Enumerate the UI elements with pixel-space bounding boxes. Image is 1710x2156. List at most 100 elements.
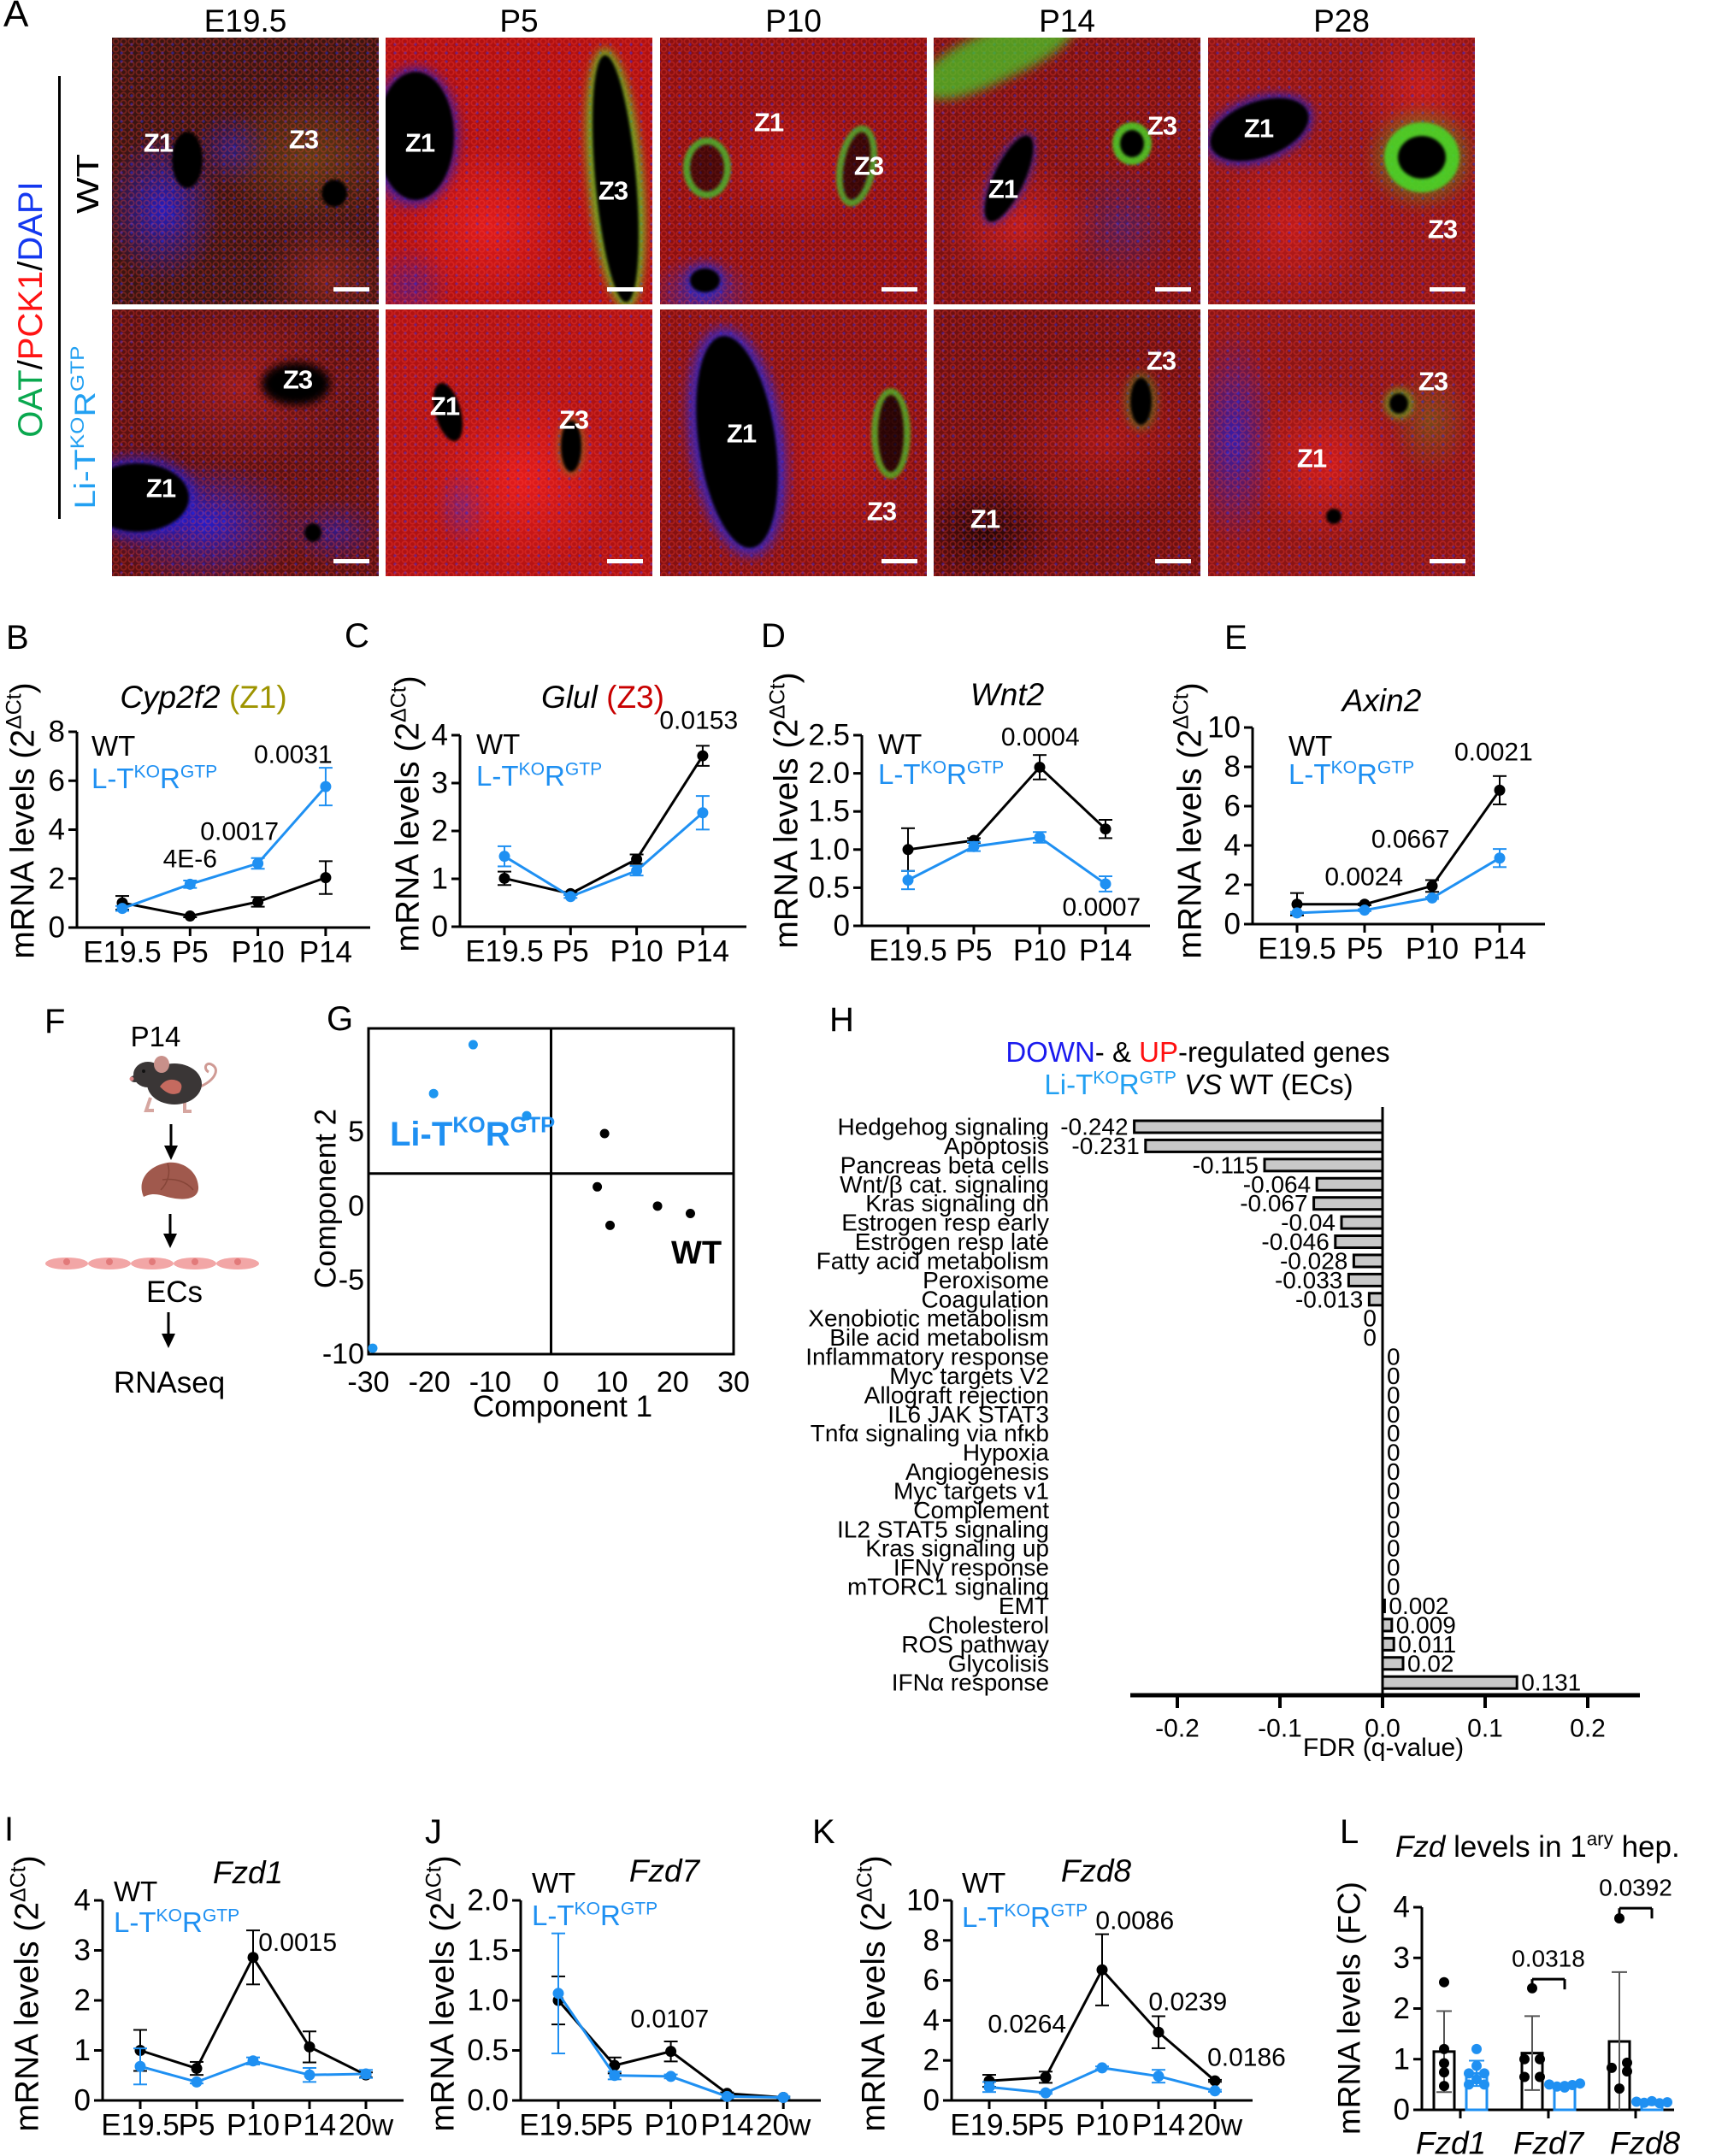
data-point [605,1220,616,1230]
p-value-label: 0.0004 [1001,723,1080,751]
p-value-label: 0.0264 [988,2011,1066,2039]
panel-letter-a: A [3,0,29,35]
x-tick-label: P10 [1013,934,1066,968]
scale-bar [607,287,643,292]
y-tick-label: 3 [1394,1941,1410,1975]
legend-wt: WT [476,728,521,760]
zone-label: Z1 [429,391,460,421]
value-label: -0.013 [1295,1286,1363,1312]
data-point [902,874,914,886]
series-wt [901,754,1112,872]
x-tick-label: P10 [610,935,663,969]
genotype-mid: R [485,1116,510,1153]
panel-letter-c: C [345,617,369,655]
micrograph-ko-p28: Z3 Z1 [1208,309,1475,576]
bar [1133,1119,1384,1134]
genotype-prefix: L-T [476,760,519,792]
bar-row: IL6 JAK STAT3 0 [887,1401,1400,1428]
data-point [609,2070,621,2082]
category-label: EMT [999,1593,1049,1619]
data-point [1519,2053,1530,2065]
ylabel-sup: ΔCt [1169,693,1194,729]
series-ko [551,1932,791,2103]
x-tick-label: P5 [1347,933,1383,966]
p-value-label: 0.0186 [1207,2043,1286,2071]
chart-axin2: 0 2 4 6 8 10 E19.5 P5 P10 P14 0.0024 0.0667 0.0021 [1207,711,1545,966]
data-point [468,1040,478,1050]
panel-letter-f: F [44,1003,66,1040]
zone-label: Z3 [853,150,884,181]
value-label: 0 [1387,1477,1400,1504]
category-label: Myc targets V2 [889,1363,1049,1389]
row-label-ko: Li-TKORGTP [67,345,102,509]
workflow-cells-label: ECs [145,1275,203,1309]
data-point [1040,2071,1052,2083]
legend-wt: WT [878,728,923,760]
zone-label: Z3 [598,175,628,206]
bar-row: Kras signaling dn -0.067 [865,1190,1384,1216]
category-label: Coagulation [922,1286,1049,1312]
x-tick-label: P14 [299,936,352,969]
bar-row: Tnfα signaling via nfκb 0 [811,1420,1400,1446]
scale-bar [1155,559,1191,563]
y-axis-label: mRNA levels (FC) [1331,1881,1367,2135]
y-tick-label: 1.5 [808,795,850,828]
panel-letter-l: L [1340,1813,1359,1851]
scale-bar [1430,559,1465,563]
data-point [609,2059,621,2071]
legend-ko: L-TKORGTP [1288,758,1414,788]
data-point [1631,2096,1642,2107]
micrograph-ko-p5: Z1 Z3 [386,309,652,576]
data-point [1439,2043,1449,2054]
p-value-label: 0.0239 [1148,1988,1227,2017]
series-line [121,876,327,918]
micrograph-wt-p14: Z3 Z1 [934,38,1200,304]
x-axis-label: FDR (q-value) [1302,1734,1465,1762]
bar-row: Bile acid metabolism 0 [829,1324,1377,1351]
data-point [599,1128,610,1139]
panel-letter-i: I [4,1811,15,1848]
chart-wnt2: 0 0.5 1.0 1.5 2.0 2.5 E19.5 P5 P10 P14 0.0004 0.000… [808,719,1150,968]
y-tick-label: 6 [49,764,65,798]
genotype-mid: R [160,763,180,794]
genotype-prefix: L-T [114,1906,156,1938]
bar-row: Estrogen resp early -0.04 [841,1210,1384,1236]
genotype-mid: R [182,1906,203,1938]
legend-ko: L-TKORGTP [114,1906,240,1938]
data-point [522,1110,532,1121]
value-label: 0 [1387,1554,1400,1581]
value-label: -0.04 [1281,1210,1336,1236]
data-point [685,1208,695,1218]
bar [1144,1138,1384,1153]
legend-ko: L-TKORGTP [962,1901,1088,1931]
y-tick-label: 5 [348,1116,364,1148]
genotype-sup: GTP [202,1906,240,1926]
bar [1381,1636,1395,1652]
data-point [552,1988,564,2000]
bar-row: Xenobiotic metabolism 0 [808,1305,1377,1332]
x-tick-label: 20w [756,2109,811,2142]
significance-bracket: 0.0318 [1512,1946,1585,1990]
category-label: Fatty acid metabolism [817,1247,1049,1274]
zone-label: Z3 [558,404,589,435]
data-point [1096,2062,1108,2074]
workflow-assay-label: RNAseq [113,1366,226,1399]
data-point [1544,2079,1554,2090]
series-line [1297,789,1501,906]
bar-row: Angiogenesis 0 [905,1458,1400,1485]
bar [1263,1158,1384,1173]
ylabel-text: mRNA levels (2 [389,722,427,952]
data-point [1471,2060,1482,2071]
data-point [1439,2058,1449,2069]
data-point [1479,2079,1489,2090]
zone-label: Z3 [1147,110,1177,141]
data-point [1291,898,1303,910]
value-label: 0.131 [1521,1670,1581,1696]
stain-oat: OAT [12,369,50,438]
data-point [191,2076,203,2088]
vessel [321,180,347,207]
x-tick-label: P10 [1406,933,1459,966]
y-tick-label: 1.5 [467,1934,509,1967]
data-point [1654,2098,1665,2109]
